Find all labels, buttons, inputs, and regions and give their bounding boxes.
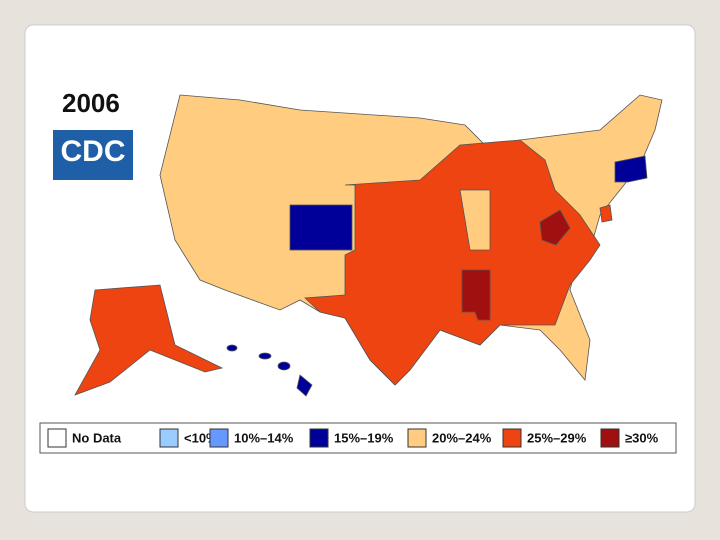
hawaii <box>296 374 313 397</box>
legend-swatch <box>502 428 522 448</box>
mississippi <box>461 269 491 321</box>
logo-box <box>53 130 133 180</box>
year-title: 2006 <box>62 88 120 118</box>
legend-swatch <box>407 428 427 448</box>
legend-label: No Data <box>72 430 122 445</box>
colorado <box>289 204 353 251</box>
legend-label: 25%–29% <box>527 430 587 445</box>
legend-swatch <box>47 428 67 448</box>
legend-label: ≥30% <box>625 430 659 445</box>
hawaii <box>277 361 291 371</box>
legend-swatch <box>159 428 179 448</box>
west-virginia <box>539 209 571 246</box>
alaska <box>74 284 224 396</box>
legend-swatch <box>600 428 620 448</box>
logo-text: CDC <box>61 135 126 168</box>
legend-box <box>39 422 677 454</box>
illinois <box>459 189 491 251</box>
legend-label: 15%–19% <box>334 430 394 445</box>
delaware <box>599 204 613 223</box>
hawaii <box>258 352 272 360</box>
legend-label: 20%–24% <box>432 430 492 445</box>
legend-label: 10%–14% <box>234 430 294 445</box>
hawaii <box>226 344 238 352</box>
legend: No Data <10% 10%–14% 15%–19% 20%–24% 25%–29% ≥… <box>47 428 659 448</box>
legend-swatch <box>209 428 229 448</box>
us-map <box>74 94 663 397</box>
massachusetts-connecticut <box>614 155 648 183</box>
central-south-region <box>304 139 601 386</box>
legend-swatch <box>309 428 329 448</box>
